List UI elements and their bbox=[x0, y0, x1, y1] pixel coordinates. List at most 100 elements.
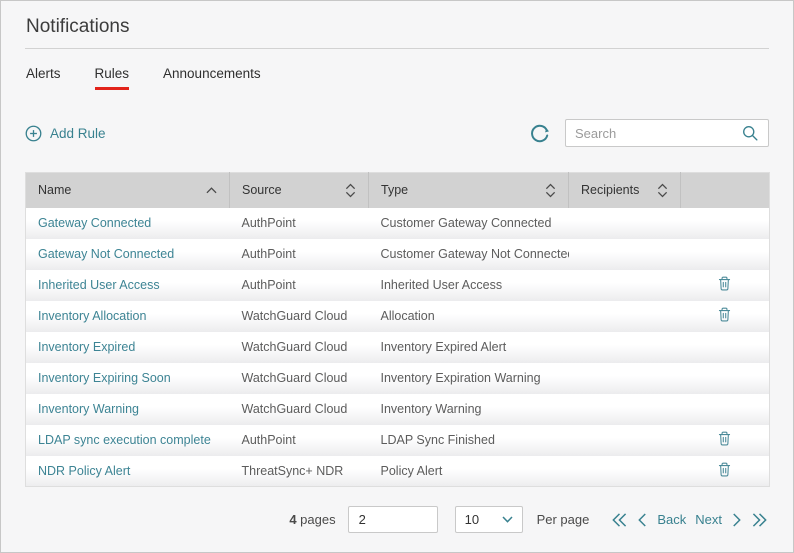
search-input[interactable] bbox=[575, 125, 741, 141]
tab-bar: Alerts Rules Announcements bbox=[25, 66, 769, 90]
rule-source-cell: WatchGuard Cloud bbox=[241, 402, 348, 416]
rule-name-link[interactable]: Inventory Expiring Soon bbox=[38, 371, 171, 385]
refresh-button[interactable] bbox=[527, 121, 552, 146]
search-icon[interactable] bbox=[741, 124, 759, 142]
column-header-source[interactable]: Source bbox=[229, 172, 369, 208]
sort-both-icon bbox=[545, 183, 556, 198]
rule-type-cell: Inherited User Access bbox=[380, 278, 503, 292]
rule-recipients-cell bbox=[569, 332, 681, 363]
add-rule-label: Add Rule bbox=[50, 125, 106, 141]
rule-actions-cell bbox=[681, 456, 770, 487]
per-page-value: 10 bbox=[464, 512, 480, 527]
rule-name-cell: Gateway Not Connected bbox=[26, 239, 230, 270]
column-header-actions bbox=[680, 172, 770, 208]
rule-source-cell: WatchGuard Cloud bbox=[241, 371, 348, 385]
add-rule-button[interactable]: Add Rule bbox=[25, 125, 106, 142]
rule-source-cell: AuthPoint bbox=[241, 433, 296, 447]
column-label: Name bbox=[38, 183, 72, 198]
trash-icon bbox=[719, 276, 731, 291]
trash-icon bbox=[719, 307, 731, 322]
table-row: Inventory Allocation WatchGuard Cloud Allo… bbox=[25, 300, 770, 332]
table-row: NDR Policy Alert ThreatSync+ NDR Policy Al… bbox=[25, 455, 770, 487]
rule-source-cell: ThreatSync+ NDR bbox=[241, 463, 344, 478]
rule-name-cell: Inherited User Access bbox=[26, 270, 230, 301]
page-count-number: 4 bbox=[289, 512, 297, 527]
chevron-down-icon bbox=[502, 516, 513, 523]
search-box bbox=[565, 119, 769, 147]
rule-recipients-cell bbox=[569, 270, 681, 301]
rule-name-link[interactable]: Inventory Expired bbox=[38, 340, 136, 354]
rule-recipients-cell bbox=[569, 456, 681, 487]
column-label: Type bbox=[381, 183, 409, 198]
next-link[interactable]: Next bbox=[695, 512, 722, 527]
rule-recipients-cell bbox=[569, 208, 681, 239]
column-header-name[interactable]: Name bbox=[25, 172, 230, 208]
per-page-select[interactable]: 10 bbox=[454, 506, 523, 533]
rule-actions-cell bbox=[681, 270, 770, 301]
sort-ascending-icon bbox=[206, 187, 217, 193]
back-link[interactable]: Back bbox=[657, 512, 687, 527]
double-chevron-right-icon bbox=[752, 512, 767, 527]
rule-actions-cell bbox=[681, 239, 770, 270]
column-label: Recipients bbox=[581, 183, 640, 198]
column-header-type[interactable]: Type bbox=[368, 172, 569, 208]
next-page-button[interactable] bbox=[731, 512, 742, 528]
toolbar: Add Rule bbox=[25, 119, 769, 147]
delete-rule-button[interactable] bbox=[713, 304, 736, 328]
tab-rules[interactable]: Rules bbox=[94, 66, 130, 90]
last-page-button[interactable] bbox=[751, 512, 769, 528]
tab-alerts[interactable]: Alerts bbox=[26, 66, 61, 81]
delete-rule-button[interactable] bbox=[713, 428, 736, 452]
rule-name-cell: Gateway Connected bbox=[26, 208, 230, 239]
rule-type-cell: Allocation bbox=[380, 309, 435, 323]
plus-circle-icon bbox=[25, 125, 42, 141]
table-row: Gateway Connected AuthPoint Customer Gatew… bbox=[25, 207, 770, 239]
chevron-left-icon bbox=[638, 513, 647, 526]
tab-announcements[interactable]: Announcements bbox=[163, 66, 261, 81]
page-count-label: pages bbox=[300, 512, 336, 527]
rule-actions-cell bbox=[681, 301, 770, 332]
rule-source-cell: WatchGuard Cloud bbox=[241, 340, 348, 354]
rule-name-link[interactable]: Gateway Not Connected bbox=[38, 247, 175, 261]
rule-type-cell: Inventory Expired Alert bbox=[380, 340, 507, 354]
double-chevron-left-icon bbox=[612, 512, 627, 527]
rule-name-link[interactable]: Gateway Connected bbox=[38, 216, 152, 230]
rule-recipients-cell bbox=[569, 425, 681, 456]
rule-name-cell: Inventory Expired bbox=[26, 332, 230, 363]
rule-name-cell: NDR Policy Alert bbox=[26, 456, 230, 487]
rule-type-cell: Policy Alert bbox=[380, 463, 443, 478]
per-page-label: Per page bbox=[536, 512, 590, 527]
delete-rule-button[interactable] bbox=[713, 459, 736, 483]
rule-name-cell: Inventory Warning bbox=[26, 394, 230, 425]
rule-type-cell: Customer Gateway Connected bbox=[380, 216, 552, 230]
first-page-button[interactable] bbox=[610, 512, 628, 528]
rule-source-cell: AuthPoint bbox=[241, 216, 296, 230]
trash-icon bbox=[719, 431, 731, 446]
rule-source-cell: AuthPoint bbox=[241, 278, 296, 292]
rules-table: Name Source Type bbox=[25, 172, 770, 487]
rule-name-link[interactable]: NDR Policy Alert bbox=[38, 463, 131, 478]
delete-rule-button[interactable] bbox=[713, 273, 736, 297]
rule-name-link[interactable]: Inherited User Access bbox=[38, 278, 160, 292]
rule-type-cell: Inventory Expiration Warning bbox=[380, 371, 541, 385]
rule-name-link[interactable]: Inventory Allocation bbox=[38, 309, 147, 323]
rule-recipients-cell bbox=[569, 363, 681, 394]
column-header-recipients[interactable]: Recipients bbox=[568, 172, 681, 208]
rule-actions-cell bbox=[681, 425, 770, 456]
rules-table-body: Gateway Connected AuthPoint Customer Gatew… bbox=[25, 207, 770, 487]
page-title: Notifications bbox=[25, 1, 769, 49]
chevron-right-icon bbox=[733, 513, 741, 526]
pagination-bar: 4 pages 10 Per page Back Next bbox=[25, 506, 769, 533]
rule-name-cell: Inventory Expiring Soon bbox=[26, 363, 230, 394]
previous-page-button[interactable] bbox=[637, 512, 648, 528]
rule-actions-cell bbox=[681, 363, 770, 394]
page-count: 4 pages bbox=[289, 512, 335, 527]
rule-name-link[interactable]: Inventory Warning bbox=[38, 402, 139, 416]
rule-name-cell: Inventory Allocation bbox=[26, 301, 230, 332]
rule-name-link[interactable]: LDAP sync execution complete bbox=[38, 433, 211, 447]
rule-actions-cell bbox=[681, 208, 770, 239]
page-number-input[interactable] bbox=[347, 506, 438, 533]
table-row: LDAP sync execution complete AuthPoint LDA… bbox=[25, 424, 770, 456]
rule-type-cell: LDAP Sync Finished bbox=[380, 433, 495, 447]
